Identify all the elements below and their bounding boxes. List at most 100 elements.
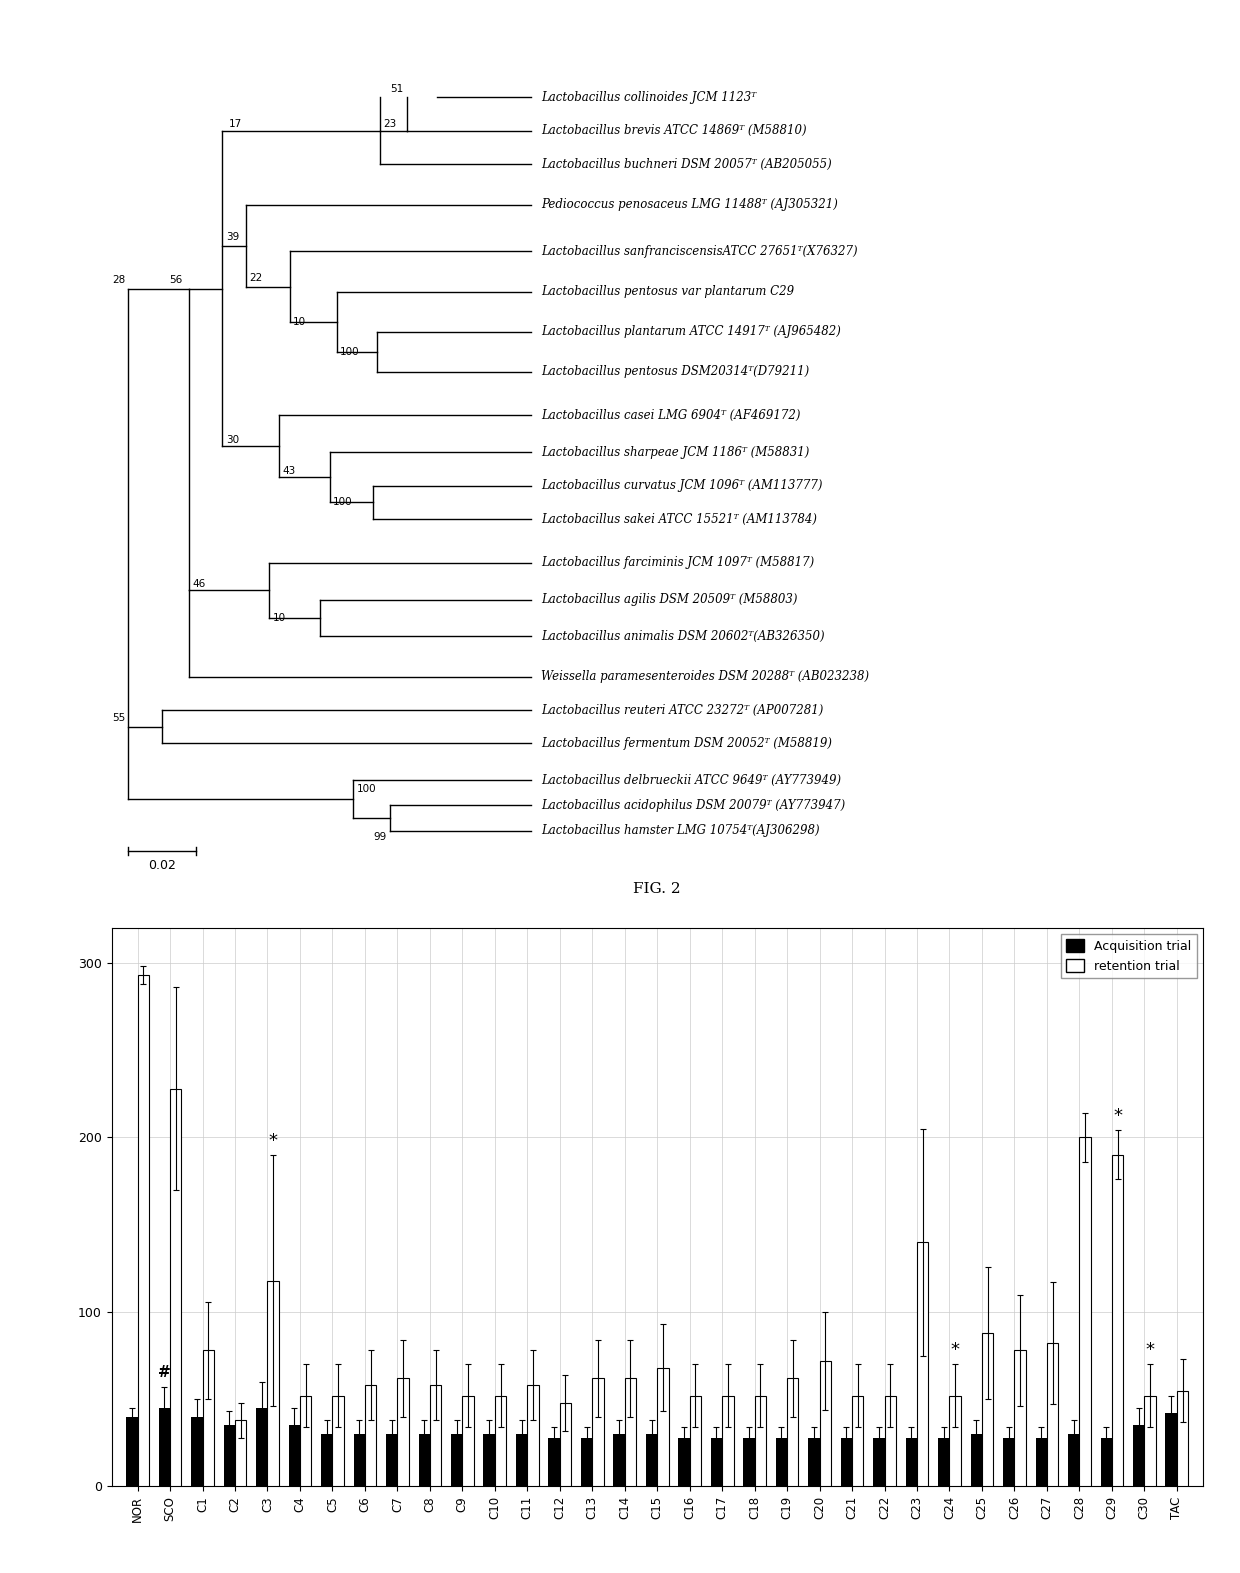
- Text: 39: 39: [226, 233, 239, 242]
- Bar: [755, 1395, 766, 1486]
- Bar: [787, 1378, 799, 1486]
- Bar: [365, 1386, 376, 1486]
- Bar: [820, 1361, 831, 1486]
- Bar: [625, 1378, 636, 1486]
- Text: 43: 43: [283, 466, 296, 475]
- Bar: [1133, 1425, 1145, 1486]
- Text: Lactobacillus curvatus JCM 1096ᵀ (AM113777): Lactobacillus curvatus JCM 1096ᵀ (AM1137…: [542, 480, 823, 492]
- Bar: [451, 1435, 463, 1486]
- Bar: [1101, 1438, 1112, 1486]
- Bar: [430, 1386, 441, 1486]
- Text: Lactobacillus sakei ATCC 15521ᵀ (AM113784): Lactobacillus sakei ATCC 15521ᵀ (AM11378…: [542, 513, 817, 525]
- Bar: [852, 1395, 863, 1486]
- Bar: [711, 1438, 722, 1486]
- Text: Lactobacillus agilis DSM 20509ᵀ (M58803): Lactobacillus agilis DSM 20509ᵀ (M58803): [542, 593, 797, 606]
- Bar: [548, 1438, 559, 1486]
- Bar: [743, 1438, 755, 1486]
- Text: FIG. 2: FIG. 2: [634, 881, 681, 895]
- Text: Lactobacillus acidophilus DSM 20079ᵀ (AY773947): Lactobacillus acidophilus DSM 20079ᵀ (AY…: [542, 799, 846, 812]
- Text: Lactobacillus delbrueckii ATCC 9649ᵀ (AY773949): Lactobacillus delbrueckii ATCC 9649ᵀ (AY…: [542, 774, 842, 786]
- Bar: [559, 1403, 572, 1486]
- Text: Lactobacillus casei LMG 6904ᵀ (AF469172): Lactobacillus casei LMG 6904ᵀ (AF469172): [542, 409, 801, 422]
- Bar: [495, 1395, 506, 1486]
- Text: Lactobacillus pentosus var plantarum C29: Lactobacillus pentosus var plantarum C29: [542, 285, 795, 297]
- Text: 100: 100: [334, 497, 353, 508]
- Text: Weissella paramesenteroides DSM 20288ᵀ (AB023238): Weissella paramesenteroides DSM 20288ᵀ (…: [542, 670, 869, 683]
- Text: 99: 99: [373, 832, 387, 842]
- Bar: [950, 1395, 961, 1486]
- Bar: [1003, 1438, 1014, 1486]
- Bar: [657, 1369, 668, 1486]
- Bar: [689, 1395, 701, 1486]
- Bar: [321, 1435, 332, 1486]
- Text: Pediococcus penosaceus LMG 11488ᵀ (AJ305321): Pediococcus penosaceus LMG 11488ᵀ (AJ305…: [542, 198, 838, 211]
- Bar: [516, 1435, 527, 1486]
- Bar: [646, 1435, 657, 1486]
- Text: 55: 55: [112, 714, 125, 724]
- Legend: Acquisition trial, retention trial: Acquisition trial, retention trial: [1060, 934, 1197, 978]
- Text: *: *: [1114, 1107, 1122, 1125]
- Text: 100: 100: [357, 783, 376, 794]
- Bar: [722, 1395, 734, 1486]
- Bar: [300, 1395, 311, 1486]
- Bar: [1166, 1413, 1177, 1486]
- Bar: [593, 1378, 604, 1486]
- Bar: [614, 1435, 625, 1486]
- Text: 0.02: 0.02: [148, 859, 176, 871]
- Text: Lactobacillus animalis DSM 20602ᵀ(AB326350): Lactobacillus animalis DSM 20602ᵀ(AB3263…: [542, 629, 825, 643]
- Bar: [268, 1280, 279, 1486]
- Text: Lactobacillus collinoides JCM 1123ᵀ: Lactobacillus collinoides JCM 1123ᵀ: [542, 91, 756, 104]
- Text: 22: 22: [249, 274, 263, 283]
- Bar: [138, 975, 149, 1486]
- Bar: [1177, 1391, 1188, 1486]
- Bar: [808, 1438, 820, 1486]
- Bar: [397, 1378, 409, 1486]
- Bar: [884, 1395, 897, 1486]
- Bar: [1068, 1435, 1079, 1486]
- Bar: [527, 1386, 538, 1486]
- Text: Lactobacillus fermentum DSM 20052ᵀ (M58819): Lactobacillus fermentum DSM 20052ᵀ (M588…: [542, 738, 832, 750]
- Bar: [678, 1438, 689, 1486]
- Bar: [1112, 1155, 1123, 1486]
- Text: 51: 51: [391, 83, 404, 94]
- Text: Lactobacillus pentosus DSM20314ᵀ(D79211): Lactobacillus pentosus DSM20314ᵀ(D79211): [542, 365, 810, 379]
- Text: #: #: [157, 1365, 171, 1380]
- Text: *: *: [951, 1342, 960, 1359]
- Bar: [580, 1438, 593, 1486]
- Bar: [202, 1350, 215, 1486]
- Bar: [1035, 1438, 1047, 1486]
- Text: 100: 100: [340, 346, 360, 357]
- Bar: [257, 1408, 268, 1486]
- Bar: [939, 1438, 950, 1486]
- Text: 28: 28: [112, 275, 125, 285]
- Text: Lactobacillus reuteri ATCC 23272ᵀ (AP007281): Lactobacillus reuteri ATCC 23272ᵀ (AP007…: [542, 703, 823, 716]
- Text: *: *: [1146, 1342, 1154, 1359]
- Bar: [918, 1243, 929, 1486]
- Text: 10: 10: [293, 316, 306, 327]
- Text: 46: 46: [192, 579, 206, 588]
- Bar: [419, 1435, 430, 1486]
- Text: Lactobacillus plantarum ATCC 14917ᵀ (AJ965482): Lactobacillus plantarum ATCC 14917ᵀ (AJ9…: [542, 326, 841, 338]
- Bar: [873, 1438, 884, 1486]
- Bar: [223, 1425, 236, 1486]
- Bar: [126, 1417, 138, 1486]
- Bar: [191, 1417, 202, 1486]
- Bar: [353, 1435, 365, 1486]
- Bar: [1014, 1350, 1025, 1486]
- Bar: [170, 1089, 181, 1486]
- Bar: [905, 1438, 918, 1486]
- Bar: [386, 1435, 397, 1486]
- Text: Lactobacillus hamster LMG 10754ᵀ(AJ306298): Lactobacillus hamster LMG 10754ᵀ(AJ30629…: [542, 824, 820, 837]
- Bar: [484, 1435, 495, 1486]
- Bar: [1047, 1343, 1058, 1486]
- Text: Lactobacillus sharpeae JCM 1186ᵀ (M58831): Lactobacillus sharpeae JCM 1186ᵀ (M58831…: [542, 445, 810, 459]
- Text: 30: 30: [226, 434, 239, 445]
- Text: 10: 10: [273, 613, 286, 623]
- Text: *: *: [269, 1131, 278, 1150]
- Bar: [841, 1438, 852, 1486]
- Bar: [159, 1408, 170, 1486]
- Text: 23: 23: [383, 120, 397, 129]
- Bar: [1079, 1137, 1091, 1486]
- Text: Lactobacillus buchneri DSM 20057ᵀ (AB205055): Lactobacillus buchneri DSM 20057ᵀ (AB205…: [542, 157, 832, 171]
- Bar: [1145, 1395, 1156, 1486]
